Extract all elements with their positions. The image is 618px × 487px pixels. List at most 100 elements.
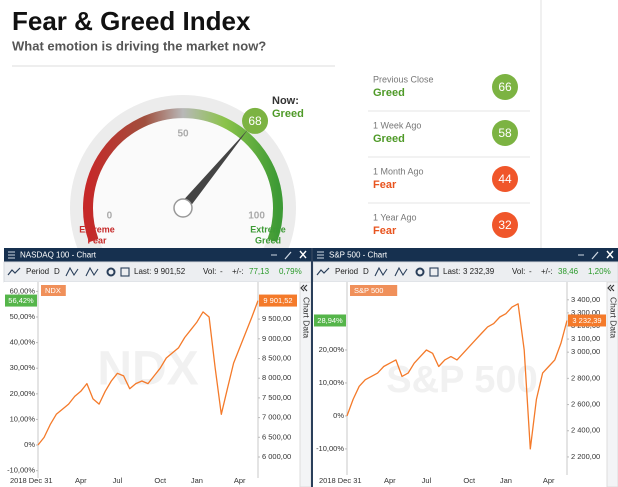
now-rating: Greed [272, 108, 304, 120]
history-bubble [492, 120, 518, 146]
x-tick-label: Jul [422, 476, 432, 485]
change-value: 38,46 [558, 267, 579, 276]
indicator-icon[interactable] [374, 266, 388, 277]
y2-tick-label: 6 500,00 [262, 432, 291, 441]
window-title: NASDAQ 100 - Chart [20, 251, 97, 260]
chart-panel: NASDAQ 100 - Chart Period D Last: 9 901,52 Vo… [3, 248, 312, 487]
value-label: 68 [248, 114, 262, 128]
last-pct-label: 56,42% [8, 296, 34, 305]
gauge-tick-label: 50 [177, 129, 189, 140]
high-label: Extreme [250, 224, 286, 234]
y-tick-label: 10,00% [10, 414, 36, 423]
y-tick-label: 30,00% [10, 363, 36, 372]
close-icon [606, 250, 614, 259]
last-pct-badge [314, 314, 346, 327]
settings-icon[interactable] [106, 267, 116, 277]
watermark: S&P 500 [386, 359, 537, 401]
now-label: Now: [272, 95, 299, 107]
x-tick-label: Jan [191, 476, 203, 485]
period-value[interactable]: D [54, 267, 60, 276]
history-bubble [492, 74, 518, 100]
last-price-badge [568, 314, 606, 327]
vol-label: Vol: [512, 267, 525, 276]
change-label: +/-: [541, 267, 553, 276]
gauge-tick-label: 100 [248, 210, 265, 221]
x-tick-label: Jul [113, 476, 123, 485]
x-tick-label: Apr [75, 476, 87, 485]
side-strip[interactable] [606, 281, 618, 487]
title-bar [313, 248, 618, 262]
close-icon [299, 250, 307, 259]
y-tick-label: -10,00% [316, 444, 344, 453]
y-tick-label: 0% [333, 411, 344, 420]
y2-tick-label: 7 000,00 [262, 413, 291, 422]
indicator-icon[interactable] [394, 266, 408, 277]
vol-value: - [220, 267, 223, 276]
last-price-label: 9 901,52 [263, 296, 292, 305]
history-label: 1 Year Ago [373, 212, 417, 222]
y-tick-label: 10,00% [319, 378, 345, 387]
x-tick-label: Apr [543, 476, 555, 485]
side-label: Chart Data [301, 297, 311, 338]
symbol-label: NDX [45, 286, 61, 295]
history-value: 32 [498, 218, 512, 232]
period-value[interactable]: D [363, 267, 369, 276]
period-label: Period [26, 267, 49, 276]
y-tick-label: -10,00% [7, 466, 35, 475]
history-bubble [492, 212, 518, 238]
y2-tick-label: 2 200,00 [571, 452, 600, 461]
collapse-icon [607, 284, 615, 292]
pin-icon [591, 251, 599, 260]
y2-tick-label: 2 400,00 [571, 426, 600, 435]
chart-type-icon[interactable] [7, 267, 21, 276]
x-tick-label: Oct [463, 476, 476, 485]
needle [179, 128, 249, 212]
history-value: 44 [498, 172, 512, 186]
y2-tick-label: 3 300,00 [571, 308, 600, 317]
vol-label: Vol: [203, 267, 216, 276]
settings-icon[interactable] [415, 267, 425, 277]
price-line [37, 300, 259, 446]
x-tick-label: 2018 Dec 31 [319, 476, 362, 485]
export-icon[interactable] [120, 267, 130, 277]
y2-tick-label: 8 500,00 [262, 353, 291, 362]
pin-button[interactable] [284, 251, 292, 260]
indicator-icon[interactable] [65, 266, 79, 277]
last-label: Last: [443, 267, 460, 276]
x-tick-label: Jan [500, 476, 512, 485]
value-bubble [242, 107, 269, 134]
side-label: Chart Data [608, 297, 618, 338]
history: Previous Close Greed 66 1 Week Ago Greed 58 1 … [368, 74, 530, 238]
close-button[interactable] [606, 250, 614, 259]
y-tick-label: 60,00% [10, 286, 36, 295]
export-icon[interactable] [429, 267, 439, 277]
history-label: 1 Month Ago [373, 166, 424, 176]
low-label: Extreme [79, 224, 115, 234]
window-title: S&P 500 - Chart [329, 251, 388, 260]
y2-tick-label: 2 800,00 [571, 373, 600, 382]
chart-area [4, 282, 311, 487]
y-tick-label: 20,00% [10, 389, 36, 398]
y2-tick-label: 3 100,00 [571, 334, 600, 343]
indicator-icon[interactable] [85, 266, 99, 277]
history-rating: Fear [373, 225, 397, 237]
pin-button[interactable] [591, 251, 599, 260]
history-value: 66 [498, 80, 512, 94]
change-label: +/-: [232, 267, 244, 276]
y2-tick-label: 3 000,00 [571, 347, 600, 356]
title: Fear & Greed Index [12, 6, 251, 36]
high-label: Greed [255, 235, 281, 245]
y2-tick-label: 6 000,00 [262, 452, 291, 461]
gauge-arc [83, 108, 283, 243]
pin-icon [284, 251, 292, 260]
y2-tick-label: 9 000,00 [262, 334, 291, 343]
close-button[interactable] [299, 250, 307, 259]
collapse-icon [300, 284, 308, 292]
last-label: Last: [134, 267, 151, 276]
symbol-tag [41, 285, 66, 296]
chart-type-icon[interactable] [316, 267, 330, 276]
last-pct-label: 28,94% [317, 316, 343, 325]
